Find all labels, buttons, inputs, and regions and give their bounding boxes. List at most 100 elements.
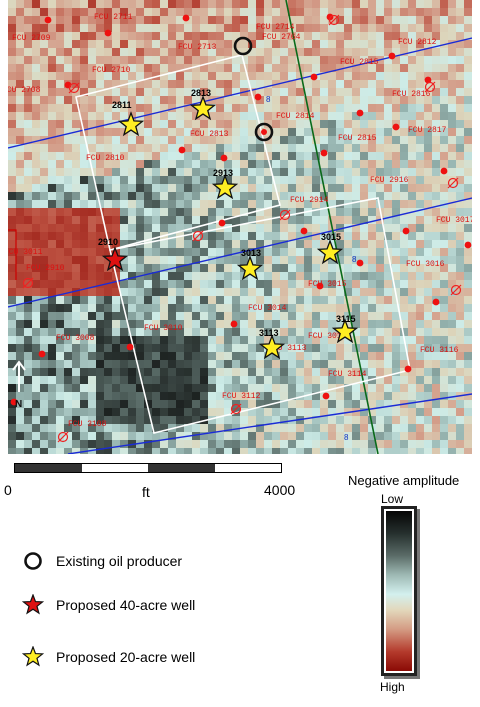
fcu-label: FCU 2914 <box>290 196 329 205</box>
well-dot[interactable] <box>392 123 400 131</box>
amplitude-colorbar <box>381 506 417 676</box>
plugged-well-symbols <box>22 14 462 443</box>
existing-oil-producers <box>233 36 274 142</box>
well-dot[interactable] <box>320 149 328 157</box>
well-label: 2811 <box>112 100 132 110</box>
fcu-label: FCU 2709 <box>12 34 51 43</box>
blue-line-south <box>67 393 472 454</box>
proposed-20-acre-well-2913[interactable] <box>211 174 239 200</box>
well-dot[interactable] <box>424 76 432 84</box>
ring-icon <box>22 550 44 572</box>
fcu-label: FCU 3116 <box>420 346 459 355</box>
well-dots <box>10 13 472 406</box>
scale-segment <box>15 464 82 472</box>
fcu-label: FCU 2713 <box>178 43 217 52</box>
plugged-well-icon <box>192 230 204 242</box>
existing-producer-ring[interactable] <box>254 122 274 142</box>
well-dot[interactable] <box>310 73 318 81</box>
well-dot[interactable] <box>230 320 238 328</box>
well-dot[interactable] <box>10 398 18 406</box>
proposed-20-acre-well-3013[interactable] <box>236 255 264 281</box>
legend-label: Proposed 20-acre well <box>56 649 196 665</box>
well-label: 2910 <box>98 237 118 247</box>
fcu-label: FCU 3014 <box>248 304 287 313</box>
well-dot[interactable] <box>300 227 308 235</box>
well-dot[interactable] <box>432 298 440 306</box>
proposed-20-acre-well-3113[interactable] <box>258 334 286 360</box>
blue-number-label: 8 <box>266 95 271 104</box>
blue-number-label: 8 <box>352 255 357 264</box>
plugged-well-icon <box>230 403 242 415</box>
scale-segment <box>81 464 148 472</box>
colorbar-title: Negative amplitude <box>348 473 460 488</box>
well-dot[interactable] <box>178 146 186 154</box>
fcu-label: FCU 3010 <box>144 324 183 333</box>
plugged-well-icon <box>447 177 459 189</box>
scale-bar <box>14 463 282 473</box>
plugged-well-icon <box>424 81 436 93</box>
well-dot[interactable] <box>254 93 262 101</box>
fcu-label: FCU 2711 <box>94 13 133 22</box>
fcu-label: FCU 2814 <box>276 112 315 121</box>
scale-max-label: 4000 <box>264 482 296 498</box>
map-canvas: FCU 2711 FCU 2709 FCU 2710 FCU 2708 FCU … <box>8 0 472 454</box>
well-dot[interactable] <box>402 227 410 235</box>
proposed-20-acre-well-3115[interactable] <box>331 318 359 344</box>
proposed-40-acre-well-2910[interactable] <box>101 246 129 272</box>
fcu-label: FCU 2708 <box>8 86 41 95</box>
fcu-label: FCU 3016 <box>406 260 445 269</box>
red-star-icon <box>22 594 44 616</box>
well-dot[interactable] <box>388 52 396 60</box>
well-dot[interactable] <box>218 219 226 227</box>
proposed-20-acre-well-2813[interactable] <box>189 95 217 121</box>
fcu-label: FCU 2764 <box>262 33 301 42</box>
plugged-well-slash <box>68 82 80 94</box>
fcu-label: FCU 2813 <box>190 130 229 139</box>
plugged-well-slash <box>279 209 291 221</box>
fcu-labels: FCU 2711 FCU 2709 FCU 2710 FCU 2708 FCU … <box>8 13 472 429</box>
well-dot[interactable] <box>126 343 134 351</box>
well-label: 3015 <box>321 232 341 242</box>
well-label: 3013 <box>241 248 261 258</box>
well-dot[interactable] <box>316 282 324 290</box>
seismic-amplitude-map: FCU 2711 FCU 2709 FCU 2710 FCU 2708 FCU … <box>8 0 472 454</box>
scale-min-label: 0 <box>4 482 12 498</box>
legend-label: Proposed 40-acre well <box>56 597 196 613</box>
north-arrow-icon: N <box>12 360 26 410</box>
colorbar-gradient <box>386 511 412 671</box>
legend-label: Existing oil producer <box>56 553 183 569</box>
well-label: 2913 <box>213 168 233 178</box>
well-dot[interactable] <box>356 109 364 117</box>
fcu-label: FCU 3008 <box>56 334 95 343</box>
well-dot[interactable] <box>440 167 448 175</box>
proposed-20-acre-well-2811[interactable] <box>117 111 145 137</box>
plugged-well-slash <box>450 284 462 296</box>
well-dot[interactable] <box>104 29 112 37</box>
red-boundary-segment <box>8 229 17 280</box>
well-dot[interactable] <box>38 350 46 358</box>
fcu-label: FCU 3113 <box>268 344 307 353</box>
existing-producer-ring[interactable] <box>233 36 253 56</box>
legend-item-existing: Existing oil producer <box>22 550 182 572</box>
well-dot[interactable] <box>404 365 412 373</box>
fcu-label: FCU 2810 <box>86 154 125 163</box>
colorbar-high-label: High <box>380 680 405 694</box>
well-dot[interactable] <box>220 154 228 162</box>
blue-number-labels: 8 8 8 <box>266 95 357 442</box>
well-dot[interactable] <box>356 259 364 267</box>
fcu-label: FCU 2816 <box>392 90 431 99</box>
well-dot[interactable] <box>464 241 472 249</box>
plugged-well-icon <box>68 82 80 94</box>
boundary-north <box>75 54 281 251</box>
well-dot[interactable] <box>44 16 52 24</box>
fcu-label: FCU 2916 <box>370 176 409 185</box>
plugged-well-slash <box>424 81 436 93</box>
well-dot[interactable] <box>182 14 190 22</box>
well-number-labels: 2811 2813 2913 3013 3015 3113 3115 2910 <box>98 88 356 338</box>
well-dot[interactable] <box>322 392 330 400</box>
fcu-label: FCU 3015 <box>308 280 347 289</box>
proposed-20-acre-well-3015[interactable] <box>316 239 344 265</box>
plugged-well-slash <box>328 14 340 26</box>
plugged-well-icon <box>450 284 462 296</box>
plugged-well-icon <box>22 277 34 289</box>
